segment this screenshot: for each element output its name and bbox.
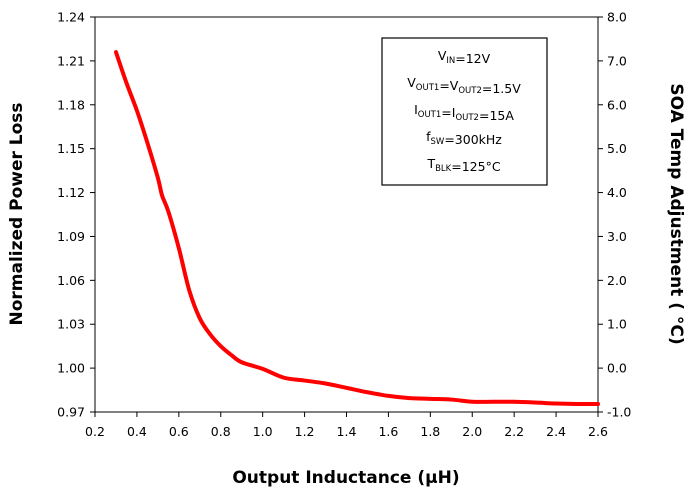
y-left-tick-label: 1.00 xyxy=(57,361,85,376)
legend-line-0: VIN=12V xyxy=(438,48,491,66)
y-left-tick-label: 1.03 xyxy=(57,317,85,332)
y-right-tick-label: 2.0 xyxy=(607,273,627,288)
y-right-tick-label: 1.0 xyxy=(607,317,627,332)
y-right-tick-label: 0.0 xyxy=(607,361,627,376)
x-tick-label: 2.6 xyxy=(588,424,608,439)
y-right-tick-label: 7.0 xyxy=(607,53,627,68)
tick-labels: 0.2 0.4 0.6 0.8 1.0 1.2 1.4 1.6 1.8 2.0 2.2 2.4 2.6 0… xyxy=(57,10,631,440)
x-tick-label: 2.4 xyxy=(546,424,566,439)
y-left-tick-label: 1.12 xyxy=(57,185,85,200)
y-right-tick-label: 6.0 xyxy=(607,97,627,112)
y-right-tick-label: -1.0 xyxy=(607,405,631,420)
x-tick-label: 1.0 xyxy=(253,424,273,439)
x-axis-title: Output Inductance (μH) xyxy=(232,468,459,488)
y-left-tick-label: 1.06 xyxy=(57,273,85,288)
legend-line-2: IOUT1=IOUT2=15A xyxy=(414,102,514,123)
x-tick-label: 2.2 xyxy=(504,424,524,439)
y-left-tick-label: 1.09 xyxy=(57,229,85,244)
x-tick-label: 1.2 xyxy=(295,424,315,439)
y-right-tick-label: 4.0 xyxy=(607,185,627,200)
legend-line-3: fSW=300kHz xyxy=(426,129,502,147)
axis-ticks xyxy=(90,16,603,417)
x-tick-label: 0.4 xyxy=(127,424,147,439)
x-tick-label: 2.0 xyxy=(462,424,482,439)
legend-box: VIN=12V VOUT1=VOUT2=1.5V IOUT1=IOUT2=15A fS… xyxy=(381,37,548,186)
y-right-tick-label: 3.0 xyxy=(607,229,627,244)
series-line xyxy=(113,50,600,406)
y-left-tick-label: 1.21 xyxy=(57,53,85,68)
x-tick-label: 0.8 xyxy=(211,424,231,439)
y-axis-title-left: Normalized Power Loss xyxy=(7,102,27,325)
y-left-tick-label: 1.18 xyxy=(57,97,85,112)
y-left-tick-label: 1.24 xyxy=(57,10,85,25)
y-right-tick-label: 5.0 xyxy=(607,141,627,156)
x-tick-label: 1.6 xyxy=(378,424,398,439)
x-tick-label: 1.8 xyxy=(420,424,440,439)
y-right-tick-label: 8.0 xyxy=(607,10,627,25)
y-left-tick-label: 1.15 xyxy=(57,141,85,156)
x-tick-label: 0.2 xyxy=(85,424,105,439)
y-left-tick-label: 0.97 xyxy=(57,405,85,420)
legend-line-1: VOUT1=VOUT2=1.5V xyxy=(407,75,521,96)
x-tick-label: 0.6 xyxy=(169,424,189,439)
y-axis-title-right: SOA Temp Adjustment ( °C) xyxy=(666,83,686,344)
legend-line-4: TBLK=125°C xyxy=(426,156,500,174)
x-tick-label: 1.4 xyxy=(337,424,357,439)
